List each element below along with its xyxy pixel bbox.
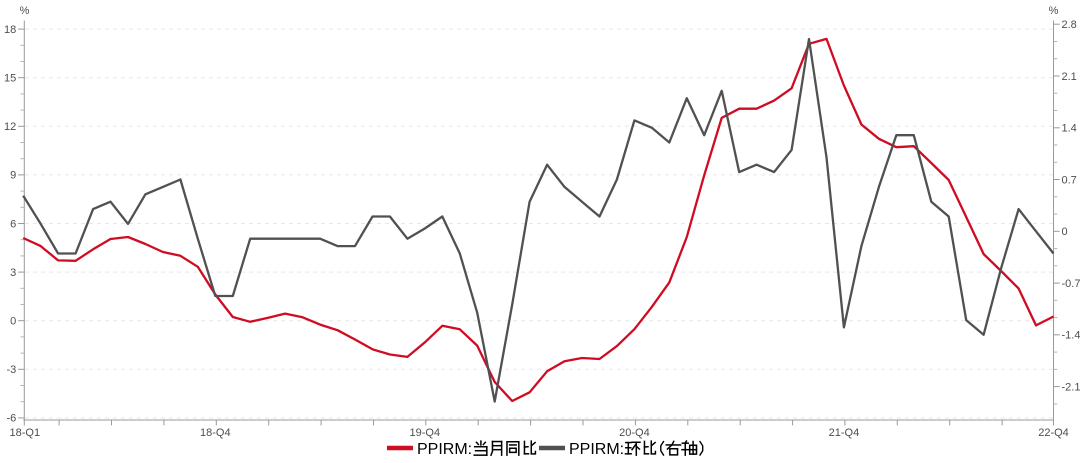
svg-text:3: 3 (10, 267, 16, 279)
svg-text:12: 12 (4, 121, 16, 133)
svg-text:15: 15 (4, 73, 16, 85)
svg-text:-6: -6 (7, 413, 17, 425)
svg-text:-3: -3 (7, 364, 17, 376)
svg-text:18-Q4: 18-Q4 (200, 427, 231, 439)
svg-text:21-Q4: 21-Q4 (829, 427, 860, 439)
svg-text:9: 9 (10, 170, 16, 182)
svg-text:PPIRM:: PPIRM: (569, 441, 624, 458)
svg-text:2.8: 2.8 (1062, 19, 1077, 31)
svg-text:6: 6 (10, 218, 16, 230)
svg-text:-1.4: -1.4 (1062, 330, 1080, 342)
svg-text:%: % (1049, 5, 1059, 17)
svg-text:19-Q4: 19-Q4 (410, 427, 441, 439)
svg-text:-0.7: -0.7 (1062, 278, 1080, 290)
svg-text:0.7: 0.7 (1062, 174, 1077, 186)
svg-text:18-Q1: 18-Q1 (10, 427, 41, 439)
svg-text:PPIRM:: PPIRM: (417, 441, 472, 458)
svg-text:18: 18 (4, 24, 16, 36)
svg-text:20-Q4: 20-Q4 (619, 427, 650, 439)
svg-text:0: 0 (10, 316, 16, 328)
svg-text:0: 0 (1062, 226, 1068, 238)
svg-text:-2.1: -2.1 (1062, 381, 1080, 393)
svg-text:1.4: 1.4 (1062, 123, 1077, 135)
svg-text:22-Q4: 22-Q4 (1038, 427, 1069, 439)
svg-text:2.1: 2.1 (1062, 71, 1077, 83)
svg-text:%: % (20, 5, 30, 17)
